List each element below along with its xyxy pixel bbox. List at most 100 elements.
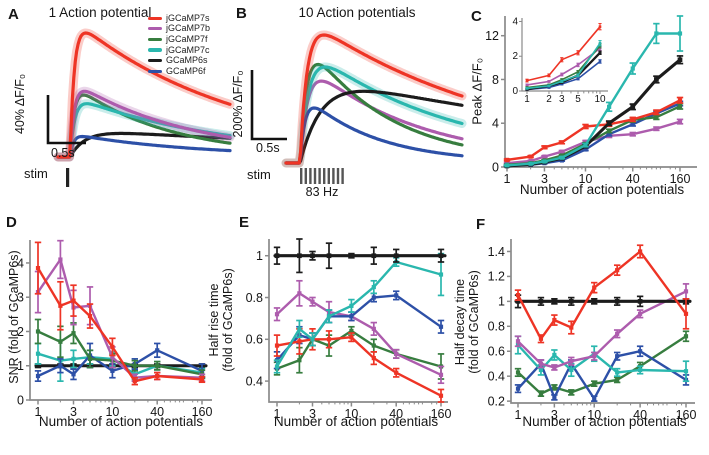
legend-item-jgcamp7b: jGCaMP7b [148, 24, 210, 35]
y-tick-label: 1 [17, 359, 24, 373]
panel-f-y-axis-label-line2: (fold of GCaMP6s) [467, 270, 481, 374]
series-GCaMP6s [514, 294, 692, 309]
x-tick-label: 160 [192, 405, 213, 419]
y-tick-label: 0 [492, 160, 499, 174]
y-tick-label: 0 [512, 86, 518, 97]
legend-label: GCaMP6f [166, 65, 206, 76]
x-tick-label: 40 [150, 405, 164, 419]
panel-e-letter: E [239, 214, 250, 231]
panel-b-scalebar-label: 0.5s [256, 141, 280, 155]
y-tick-label: 4 [492, 117, 499, 131]
panel-a-letter: A [8, 6, 19, 23]
legend-label: jGCaMP7b [166, 23, 211, 34]
series-jGCaMP7s [525, 23, 602, 83]
legend-item-gcamp6f: GCaMP6f [148, 66, 210, 77]
x-tick-label: 1 [274, 407, 281, 421]
panel-b-scalebar [250, 70, 287, 141]
legend-label: jGCaMP7s [166, 12, 210, 23]
legend-label: jGCaMP7c [166, 44, 210, 55]
panel-f-y-axis-label-line1: Half decay time [453, 278, 467, 366]
x-tick-label: 10 [344, 407, 358, 421]
x-tick-label: 3 [551, 408, 558, 422]
panel-b-stim-ticks [300, 168, 344, 184]
y-tick-label: 8 [492, 73, 499, 87]
panel-a-traces [53, 28, 235, 162]
x-tick-label: 1 [515, 408, 522, 422]
x-tick-label: 5 [575, 94, 581, 105]
panel-f-x-axis-label: Number of action potentials [522, 414, 687, 429]
legend-swatch-4 [148, 59, 162, 63]
legend-item-gcamp6s: GCaMP6s [148, 55, 210, 66]
series-jGCaMP7s [503, 96, 684, 162]
panel-a-stim-label: stim [24, 166, 48, 181]
y-tick-label: 1 [256, 249, 263, 263]
legend-swatch-0 [148, 16, 162, 20]
panel-e-x-axis-label: Number of action potentials [273, 414, 439, 429]
y-tick-label: 0.2 [488, 394, 505, 408]
panel-b-title: 10 Action potentials [298, 5, 416, 20]
panel-a-scalebar [46, 95, 86, 145]
panel-a-y-axis-label: 40% ΔF/F₀ [13, 73, 27, 135]
panel-c-y-axis-label: Peak ΔF/F₀ [469, 57, 485, 125]
panel-c-chart: 0 4 8 12 1 3 10 40 160 [485, 15, 697, 186]
y-tick-label: 2 [512, 51, 518, 62]
y-tick-label: 12 [485, 29, 499, 43]
series-jGCaMP7c [273, 252, 445, 374]
panel-f-chart: 0.2 0.4 0.6 0.8 1 1.2 1.4 1 3 10 40 160 [488, 239, 696, 422]
trace-jGCaMP7f [284, 62, 464, 165]
legend-item-jgcamp7c: jGCaMP7c [148, 45, 210, 56]
x-tick-label: 2 [546, 94, 552, 105]
panel-e-chart: 0.4 0.6 0.8 1 1 3 10 40 160 [246, 238, 452, 421]
series-jGCaMP7s [273, 328, 445, 403]
x-tick-label: 40 [626, 172, 640, 186]
panel-c-x-axis-label: Number of action potentials [519, 182, 685, 197]
legend-swatch-3 [148, 48, 162, 52]
series-jGCaMP7s [514, 244, 690, 344]
y-tick-label: 0.8 [488, 320, 505, 334]
panel-b-stim-label: stim [247, 167, 271, 182]
series-jGCaMP7b [525, 45, 602, 87]
x-tick-label: 1 [504, 172, 511, 186]
series-jGCaMP7b [273, 279, 445, 385]
x-tick-label: 10 [579, 172, 593, 186]
legend-swatch-1 [148, 27, 162, 31]
x-tick-label: 3 [559, 94, 565, 105]
y-tick-label: 0.6 [488, 345, 505, 359]
panel-a-scalebar-label: 0.5s [51, 146, 75, 160]
trace-GCaMP6f [284, 106, 464, 165]
y-tick-label: 0.4 [488, 369, 505, 383]
panel-e-y-axis-label: Half rise time (fold of GCaMP6s) [207, 245, 235, 395]
trace-jGCaMP7s [281, 30, 467, 168]
x-tick-label: 40 [389, 407, 403, 421]
y-tick-label: 0.6 [246, 333, 263, 347]
legend-label: GCaMP6s [166, 55, 208, 66]
x-tick-label: 3 [70, 405, 77, 419]
x-tick-label: 40 [633, 408, 647, 422]
x-tick-label: 160 [670, 172, 691, 186]
series-jGCaMP7c [525, 40, 602, 90]
x-tick-label: 160 [431, 407, 452, 421]
x-tick-label: 10 [587, 408, 601, 422]
legend-swatch-5 [148, 69, 162, 73]
panel-f-y-axis-label: Half decay time (fold of GCaMP6s) [453, 247, 481, 397]
panel-b-frequency-label: 83 Hz [305, 185, 339, 199]
x-tick-label: 3 [309, 407, 316, 421]
panel-a-title: 1 Action potential [48, 5, 152, 20]
y-tick-label: 0 [17, 393, 24, 407]
legend-item-jgcamp7f: jGCaMP7f [148, 34, 210, 45]
panel-a-stim-tick [66, 168, 70, 187]
x-tick-label: 10 [105, 405, 119, 419]
trace-jGCaMP7s [53, 28, 235, 162]
legend-label: jGCaMP7f [166, 33, 208, 44]
panel-b-y-axis-label: 200% ΔF/F₀ [231, 70, 245, 138]
panel-b-traces [281, 30, 467, 168]
y-tick-label: 1 [498, 295, 505, 309]
panel-d-y-axis-label: SNR (fold of GCaMP6s) [7, 250, 21, 384]
legend: jGCaMP7s jGCaMP7b jGCaMP7f jGCaMP7c GCaM… [148, 13, 210, 77]
trace-GCaMP6f [56, 134, 232, 159]
panel-f-letter: F [476, 216, 486, 233]
y-tick-label: 1.2 [488, 270, 505, 284]
x-tick-label: 1 [35, 405, 42, 419]
